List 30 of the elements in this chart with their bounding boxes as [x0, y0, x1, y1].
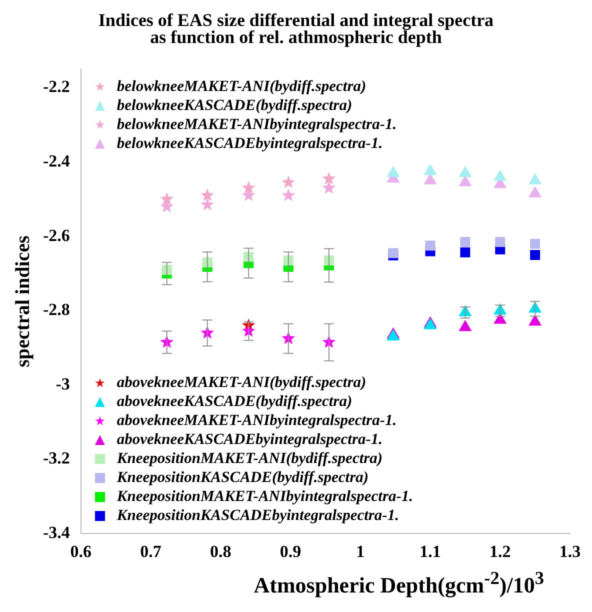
x-axis-title: Atmospheric Depth(gcm$^{-2}$)/10$^{3}$ — [252, 568, 545, 598]
y-tick-label: -3 — [56, 374, 70, 394]
legend-label: abovekneeMAKET-ANIbyintegralspectra-1. — [116, 412, 397, 430]
y-tick-label: -2.8 — [42, 300, 70, 320]
x-tick-label: 1.2 — [490, 542, 511, 562]
x-tick-label: 1 — [356, 542, 365, 562]
legend-label: belowkneeMAKET-ANIbyintegralspectra-1. — [116, 116, 397, 134]
y-tick-label: -3.2 — [42, 448, 70, 468]
legend-label: abovekneeKASCADE(bydiff.spectra) — [116, 393, 352, 412]
chart-title: Indices of EAS size differential and integral spectra as function of rel. athmospheric depth — [97, 10, 495, 47]
y-tick-label: -2.6 — [42, 226, 70, 245]
legend-label: KneepositionMAKET-ANI(bydiff.spectra) — [116, 450, 383, 468]
x-tick-label: 0.8 — [210, 542, 232, 562]
y-tick-label: -2.4 — [42, 151, 70, 170]
x-tick-label: 0.6 — [70, 542, 92, 562]
legend-label: abovekneeKASCADEbyintegralspectra-1. — [116, 431, 383, 450]
x-tick-label: 1.1 — [420, 542, 441, 562]
legend-label: KneepositionKASCADE(bydiff.spectra) — [116, 469, 369, 488]
y-tick-label: -2.2 — [42, 77, 70, 96]
legend-label: belowkneeKASCADEbyintegralspectra-1. — [116, 134, 383, 153]
legend-label: abovekneeMAKET-ANI(bydiff.spectra) — [116, 374, 366, 392]
x-tick-label: 1.3 — [559, 542, 581, 562]
x-tick-label: 0.7 — [140, 542, 162, 562]
y-tick-label: -3.4 — [42, 522, 70, 542]
legend-label: KneepositionKASCADEbyintegralspectra-1. — [116, 507, 399, 526]
legend-label: KneepositionMAKET-ANIbyintegralspectra-1. — [116, 488, 414, 506]
legend-label: belowkneeKASCADE(bydiff.spectra) — [116, 96, 352, 115]
x-tick-label: 0.9 — [280, 542, 302, 562]
legend-label: belowkneeMAKET-ANI(bydiff.spectra) — [116, 78, 366, 96]
y-axis-title: spectral indices — [12, 235, 34, 368]
